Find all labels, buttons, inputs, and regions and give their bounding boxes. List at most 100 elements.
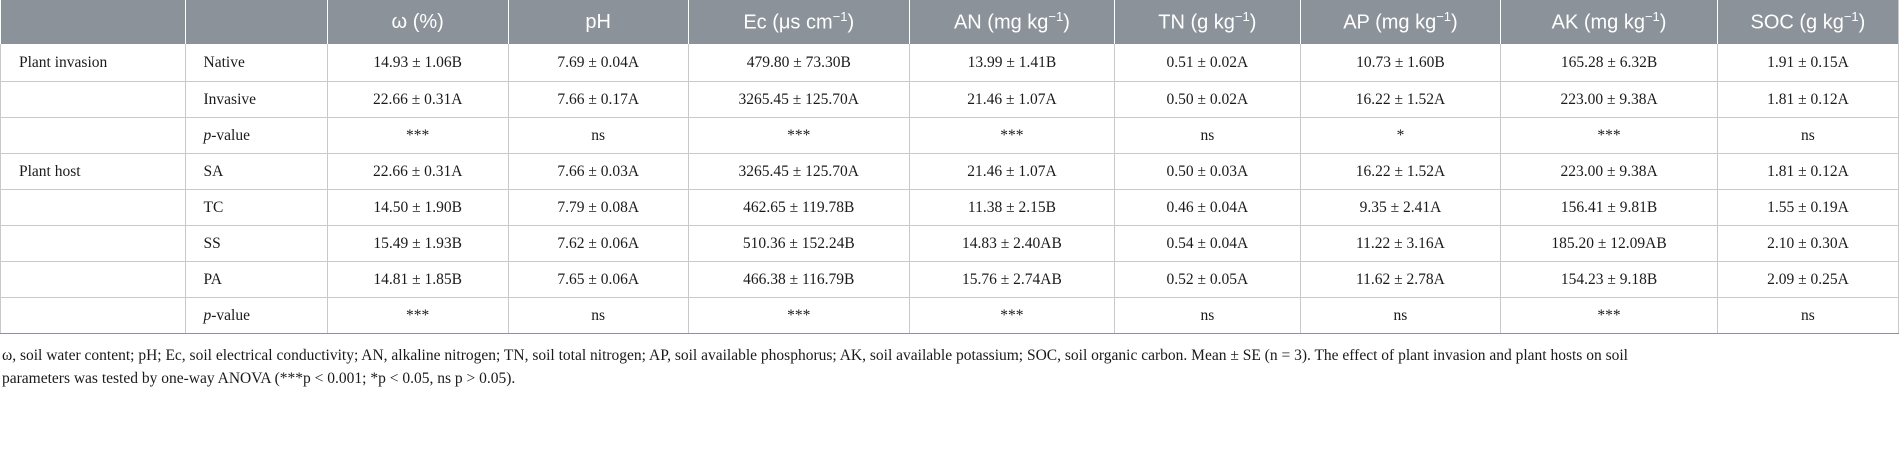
column-header-unit-exponent: −1 — [1048, 9, 1064, 25]
table-cell: 21.46 ± 1.07A — [908, 153, 1115, 190]
row-group-label: Plant host — [0, 153, 186, 190]
table-cell: 14.93 ± 1.06B — [326, 44, 509, 82]
table-cell: 7.66 ± 0.03A — [507, 153, 689, 190]
table-cell: 14.81 ± 1.85B — [326, 261, 509, 298]
table-cell: *** — [687, 297, 910, 334]
table-cell: 1.81 ± 0.12A — [1716, 81, 1899, 118]
table-cell: ns — [1716, 297, 1899, 334]
column-header-label-tail: ) — [847, 11, 855, 34]
row-sub-label: SS — [184, 225, 328, 262]
footnote-line-2: parameters was tested by one-way ANOVA (… — [2, 370, 516, 387]
table-cell: 21.46 ± 1.07A — [908, 81, 1115, 118]
table-cell: 0.54 ± 0.04A — [1114, 225, 1301, 262]
table-header: ω (%) pH Ec (μs cm−1) AN (mg kg−1) TN (g kg−… — [0, 0, 1899, 44]
table-cell: *** — [908, 117, 1115, 154]
table-cell: 16.22 ± 1.52A — [1299, 81, 1501, 118]
table-cell: 462.65 ± 119.78B — [687, 189, 910, 226]
row-sub-label-text: TC — [203, 198, 224, 216]
table-footnote: ω, soil water content; pH; Ec, soil elec… — [0, 344, 1894, 390]
table-cell: 2.09 ± 0.25A — [1716, 261, 1899, 298]
table-row: Plant host SA 22.66 ± 0.31A 7.66 ± 0.03A 326… — [0, 153, 1899, 190]
row-group-label: Plant invasion — [0, 44, 186, 82]
table-cell: ns — [1114, 117, 1301, 154]
table-cell: 11.38 ± 2.15B — [908, 189, 1115, 226]
column-header-label: ω (%) — [391, 10, 444, 33]
table-cell: 0.50 ± 0.02A — [1114, 81, 1301, 118]
column-header-label-tail: ) — [1858, 11, 1866, 34]
table-cell: *** — [687, 117, 910, 154]
row-sub-label-text: -value — [211, 126, 250, 144]
table-cell: 154.23 ± 9.18B — [1500, 261, 1718, 298]
table-cell: 1.81 ± 0.12A — [1716, 153, 1899, 190]
row-group-label — [0, 225, 186, 262]
row-group-label — [0, 117, 186, 154]
column-header: SOC (g kg−1) — [1716, 0, 1899, 44]
row-sub-label: p-value — [184, 117, 328, 154]
table-row: Plant invasion Native 14.93 ± 1.06B 7.69 ± … — [0, 44, 1899, 82]
table-cell: 0.50 ± 0.03A — [1114, 153, 1301, 190]
table-cell: ns — [1114, 297, 1301, 334]
row-sub-label-text: Native — [203, 53, 245, 71]
column-header-label: Ec (μs cm — [743, 11, 833, 34]
table-cell: ns — [1299, 297, 1501, 334]
column-header — [184, 0, 328, 44]
row-sub-label-italic: p — [203, 306, 212, 324]
column-header-label: AP (mg kg — [1343, 11, 1437, 34]
footnote-line-1: ω, soil water content; pH; Ec, soil elec… — [2, 347, 1628, 364]
row-group-label — [0, 297, 186, 334]
table-cell: 3265.45 ± 125.70A — [687, 81, 910, 118]
column-header — [0, 0, 186, 44]
table-cell: 7.66 ± 0.17A — [507, 81, 689, 118]
column-header-label-tail: ) — [1659, 11, 1667, 34]
row-sub-label-text: SS — [203, 234, 221, 252]
row-sub-label-italic: p — [203, 126, 212, 144]
table-row: SS 15.49 ± 1.93B 7.62 ± 0.06A 510.36 ± 152.… — [0, 225, 1899, 262]
column-header-label-tail: ) — [1063, 11, 1070, 34]
table-cell: 479.80 ± 73.30B — [687, 44, 910, 82]
table-cell: 1.91 ± 0.15A — [1716, 44, 1899, 82]
row-sub-label: Native — [184, 44, 328, 82]
table-cell: ns — [1716, 117, 1899, 154]
row-sub-label: Invasive — [184, 81, 328, 118]
table-row: PA 14.81 ± 1.85B 7.65 ± 0.06A 466.38 ± 116.… — [0, 261, 1899, 298]
column-header-label-tail: ) — [1451, 11, 1458, 34]
table-cell: 15.49 ± 1.93B — [326, 225, 509, 262]
table-cell: 0.51 ± 0.02A — [1114, 44, 1301, 82]
row-group-label — [0, 81, 186, 118]
table-cell: 0.46 ± 0.04A — [1114, 189, 1301, 226]
column-header: AN (mg kg−1) — [908, 0, 1115, 44]
table-cell: 22.66 ± 0.31A — [326, 81, 509, 118]
column-header: TN (g kg−1) — [1114, 0, 1301, 44]
table-cell: ns — [507, 117, 689, 154]
column-header: AK (mg kg−1) — [1500, 0, 1718, 44]
table-cell: 165.28 ± 6.32B — [1500, 44, 1718, 82]
column-header-unit-exponent: −1 — [1843, 9, 1859, 25]
table-cell: 0.52 ± 0.05A — [1114, 261, 1301, 298]
column-header: ω (%) — [326, 0, 509, 44]
table-cell: 16.22 ± 1.52A — [1299, 153, 1501, 190]
table-cell: 14.83 ± 2.40AB — [908, 225, 1115, 262]
row-sub-label-text: SA — [203, 162, 224, 180]
column-header-unit-exponent: −1 — [1436, 9, 1452, 25]
table-cell: 9.35 ± 2.41A — [1299, 189, 1501, 226]
table-cell: 466.38 ± 116.79B — [687, 261, 910, 298]
table-cell: ns — [507, 297, 689, 334]
row-sub-label-text: Invasive — [203, 90, 257, 108]
header-row: ω (%) pH Ec (μs cm−1) AN (mg kg−1) TN (g kg−… — [0, 0, 1899, 44]
table-cell: 7.69 ± 0.04A — [507, 44, 689, 82]
column-header-label: AN (mg kg — [953, 11, 1049, 34]
table-row: Invasive 22.66 ± 0.31A 7.66 ± 0.17A 3265.45… — [0, 81, 1899, 118]
table-cell: 1.55 ± 0.19A — [1716, 189, 1899, 226]
column-header-unit-exponent: −1 — [1234, 9, 1250, 25]
table-cell: 14.50 ± 1.90B — [326, 189, 509, 226]
table-cell: 7.62 ± 0.06A — [507, 225, 689, 262]
column-header-label: AK (mg kg — [1551, 11, 1645, 34]
row-sub-label: p-value — [184, 297, 328, 334]
row-sub-label: PA — [184, 261, 328, 298]
data-table-container: ω (%) pH Ec (μs cm−1) AN (mg kg−1) TN (g kg−… — [0, 0, 1899, 390]
table-cell: *** — [908, 297, 1115, 334]
row-sub-label: TC — [184, 189, 328, 226]
column-header: pH — [507, 0, 689, 44]
table-row: p-value *** ns *** *** ns * *** ns — [0, 117, 1899, 154]
column-header-label: SOC (g kg — [1750, 11, 1844, 34]
